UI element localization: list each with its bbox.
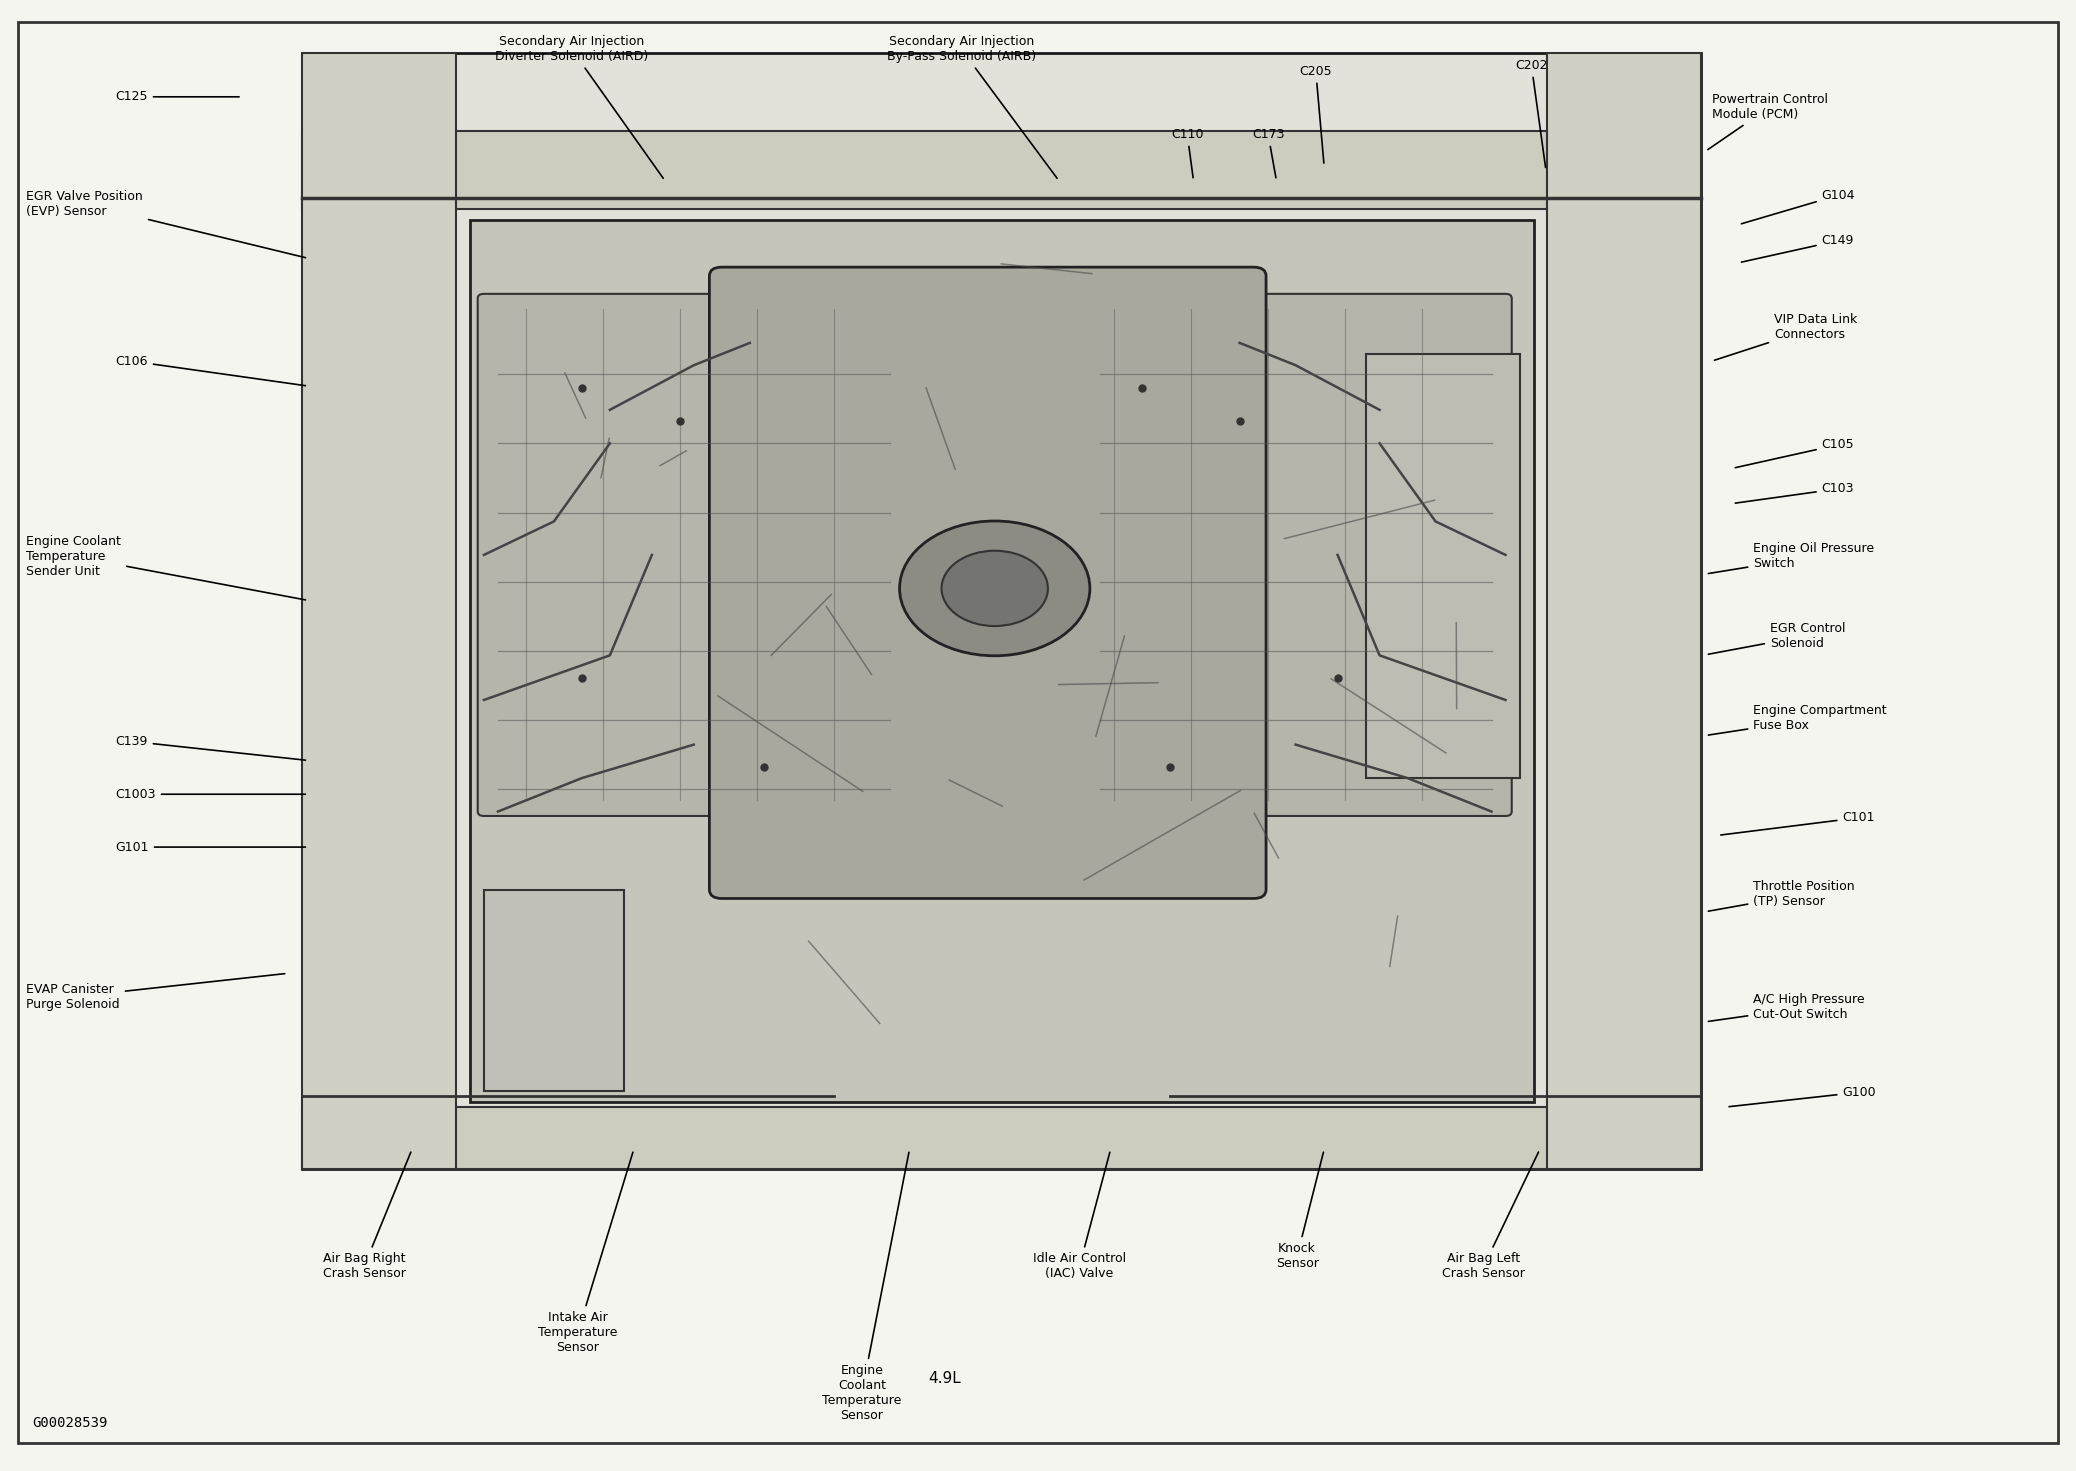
Text: G00028539: G00028539 — [33, 1415, 108, 1430]
Bar — [484, 890, 625, 1090]
Text: Engine
Coolant
Temperature
Sensor: Engine Coolant Temperature Sensor — [822, 1152, 909, 1422]
Text: C205: C205 — [1300, 65, 1333, 163]
Bar — [301, 1108, 1702, 1168]
Text: C106: C106 — [116, 355, 305, 385]
Text: C105: C105 — [1736, 438, 1854, 468]
Circle shape — [943, 550, 1048, 627]
Text: C110: C110 — [1171, 128, 1204, 178]
Text: Secondary Air Injection
By-Pass Solenoid (AIRB): Secondary Air Injection By-Pass Solenoid… — [886, 35, 1057, 178]
Text: C103: C103 — [1736, 482, 1854, 503]
Text: G101: G101 — [116, 840, 305, 853]
Bar — [1366, 355, 1520, 778]
FancyBboxPatch shape — [477, 294, 909, 816]
Bar — [301, 53, 1702, 1168]
Bar — [469, 221, 1534, 1102]
Text: G104: G104 — [1742, 188, 1856, 224]
Text: Engine Oil Pressure
Switch: Engine Oil Pressure Switch — [1709, 543, 1875, 574]
Text: EVAP Canister
Purge Solenoid: EVAP Canister Purge Solenoid — [27, 974, 284, 1011]
Circle shape — [899, 521, 1090, 656]
Text: C139: C139 — [116, 736, 305, 761]
Text: G100: G100 — [1729, 1086, 1877, 1106]
Text: Engine Compartment
Fuse Box: Engine Compartment Fuse Box — [1709, 705, 1887, 736]
Text: C125: C125 — [116, 90, 239, 103]
Text: Secondary Air Injection
Diverter Solenoid (AIRD): Secondary Air Injection Diverter Solenoi… — [494, 35, 662, 178]
FancyBboxPatch shape — [1080, 294, 1511, 816]
Text: C202: C202 — [1515, 59, 1549, 168]
Bar — [1547, 53, 1702, 1168]
Text: Powertrain Control
Module (PCM): Powertrain Control Module (PCM) — [1709, 93, 1827, 150]
Text: Idle Air Control
(IAC) Valve: Idle Air Control (IAC) Valve — [1034, 1152, 1125, 1280]
Text: Knock
Sensor: Knock Sensor — [1277, 1152, 1322, 1269]
Text: Throttle Position
(TP) Sensor: Throttle Position (TP) Sensor — [1709, 880, 1854, 911]
Bar — [301, 53, 457, 1168]
Text: C1003: C1003 — [116, 788, 305, 800]
Text: Engine Coolant
Temperature
Sender Unit: Engine Coolant Temperature Sender Unit — [27, 535, 305, 600]
Text: 4.9L: 4.9L — [928, 1371, 961, 1386]
Text: EGR Control
Solenoid: EGR Control Solenoid — [1709, 622, 1846, 655]
Text: Air Bag Right
Crash Sensor: Air Bag Right Crash Sensor — [322, 1152, 411, 1280]
Text: C173: C173 — [1252, 128, 1285, 178]
Text: C149: C149 — [1742, 234, 1854, 262]
Text: VIP Data Link
Connectors: VIP Data Link Connectors — [1715, 313, 1858, 360]
Text: EGR Valve Position
(EVP) Sensor: EGR Valve Position (EVP) Sensor — [27, 190, 305, 257]
Text: A/C High Pressure
Cut-Out Switch: A/C High Pressure Cut-Out Switch — [1709, 993, 1864, 1021]
Text: Air Bag Left
Crash Sensor: Air Bag Left Crash Sensor — [1443, 1152, 1538, 1280]
FancyBboxPatch shape — [710, 268, 1266, 899]
Text: C101: C101 — [1721, 811, 1875, 836]
Text: Intake Air
Temperature
Sensor: Intake Air Temperature Sensor — [538, 1152, 633, 1353]
Bar — [301, 131, 1702, 209]
